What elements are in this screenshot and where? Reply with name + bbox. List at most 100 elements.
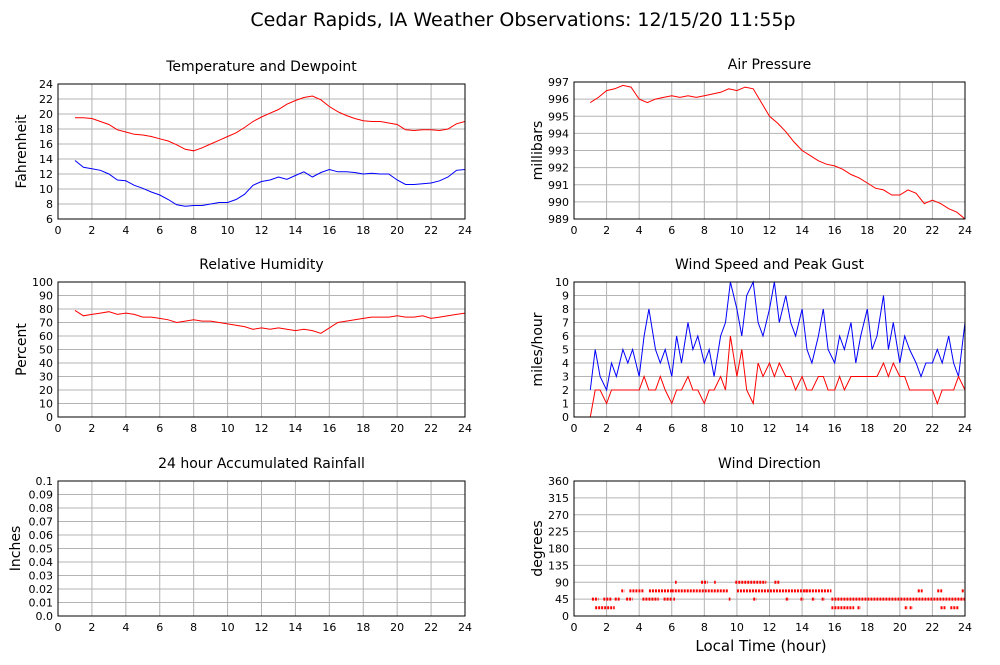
y-tick-label: 0 xyxy=(562,411,569,424)
x-tick-label: 20 xyxy=(390,422,404,435)
x-tick-label: 16 xyxy=(322,224,336,237)
x-tick-label: 8 xyxy=(190,224,197,237)
y-tick-label: 10 xyxy=(39,183,53,196)
x-tick-label: 20 xyxy=(893,224,907,237)
x-tick-label: 6 xyxy=(156,621,163,634)
y-tick-label: 0.03 xyxy=(29,570,54,583)
x-tick-label: 18 xyxy=(860,422,874,435)
x-tick-label: 24 xyxy=(958,224,972,237)
chart-title: Temperature and Dewpoint xyxy=(165,59,357,75)
y-tick-label: 10 xyxy=(555,276,569,289)
y-tick-label: 989 xyxy=(548,213,569,226)
y-tick-label: 24 xyxy=(39,78,53,91)
y-tick-label: 270 xyxy=(548,509,569,522)
y-tick-label: 997 xyxy=(548,76,569,89)
x-tick-label: 14 xyxy=(288,422,302,435)
x-tick-label: 16 xyxy=(828,422,842,435)
y-tick-label: 994 xyxy=(548,127,569,140)
x-tick-label: 22 xyxy=(925,621,939,634)
x-tick-label: 4 xyxy=(122,422,129,435)
y-tick-label: 3 xyxy=(562,371,569,384)
x-tick-label: 10 xyxy=(221,422,235,435)
x-axis-label: Local Time (hour) xyxy=(695,637,826,655)
y-tick-label: 135 xyxy=(548,559,569,572)
x-tick-label: 4 xyxy=(636,621,643,634)
x-tick-label: 4 xyxy=(636,422,643,435)
y-tick-label: 993 xyxy=(548,145,569,158)
x-tick-label: 12 xyxy=(255,224,269,237)
x-tick-label: 6 xyxy=(668,422,675,435)
y-tick-label: 14 xyxy=(39,153,53,166)
x-tick-label: 16 xyxy=(828,621,842,634)
y-tick-label: 0.04 xyxy=(29,556,54,569)
x-tick-label: 8 xyxy=(701,224,708,237)
y-tick-label: 8 xyxy=(46,198,53,211)
chart-title: Wind Speed and Peak Gust xyxy=(675,257,864,273)
y-tick-label: 90 xyxy=(555,576,569,589)
x-tick-label: 2 xyxy=(603,621,610,634)
y-tick-label: 5 xyxy=(562,344,569,357)
chart-rh: 0 2 4 6 8 10 12 14 16 18 20 22 240102030405060708090… xyxy=(14,257,472,435)
x-tick-label: 22 xyxy=(925,224,939,237)
y-tick-label: 180 xyxy=(548,543,569,556)
y-tick-label: 315 xyxy=(548,492,569,505)
chart-temp: 0 2 4 6 8 10 12 14 16 18 20 22 24681012141618202224T… xyxy=(14,59,472,237)
y-tick-label: 0.1 xyxy=(36,475,54,488)
series-line-0 xyxy=(590,84,966,220)
y-tick-label: 225 xyxy=(548,526,569,539)
x-tick-label: 4 xyxy=(122,621,129,634)
y-tick-label: 45 xyxy=(555,593,569,606)
page-title: Cedar Rapids, IA Weather Observations: 1… xyxy=(250,9,795,31)
chart-rain: 0 2 4 6 8 10 12 14 16 18 20 22 240.00.010.020.030.04… xyxy=(8,456,472,634)
chart-title: Air Pressure xyxy=(728,57,811,73)
plot-frame xyxy=(573,81,966,220)
y-tick-label: 16 xyxy=(39,138,53,151)
x-tick-label: 14 xyxy=(795,224,809,237)
x-tick-label: 18 xyxy=(860,224,874,237)
series-line-0 xyxy=(75,95,466,152)
x-tick-label: 2 xyxy=(603,422,610,435)
x-tick-label: 6 xyxy=(156,224,163,237)
y-tick-label: 0.05 xyxy=(29,543,54,556)
y-tick-label: 80 xyxy=(39,303,53,316)
x-tick-label: 24 xyxy=(458,422,472,435)
x-tick-label: 10 xyxy=(221,621,235,634)
y-tick-label: 100 xyxy=(32,276,53,289)
x-tick-label: 10 xyxy=(730,224,744,237)
y-tick-label: 0.01 xyxy=(29,597,54,610)
y-axis-label: Percent xyxy=(14,323,30,376)
x-tick-label: 0 xyxy=(571,621,578,634)
y-axis-label: miles/hour xyxy=(530,312,546,386)
x-tick-label: 0 xyxy=(571,224,578,237)
y-tick-label: 996 xyxy=(548,93,569,106)
y-tick-label: 22 xyxy=(39,93,53,106)
x-tick-label: 20 xyxy=(390,621,404,634)
y-axis-label: Inches xyxy=(8,526,24,571)
x-tick-label: 18 xyxy=(356,621,370,634)
x-tick-label: 18 xyxy=(860,621,874,634)
x-tick-label: 22 xyxy=(925,422,939,435)
x-tick-label: 2 xyxy=(88,224,95,237)
x-tick-label: 6 xyxy=(668,224,675,237)
x-tick-label: 16 xyxy=(828,224,842,237)
y-tick-label: 30 xyxy=(39,371,53,384)
x-tick-label: 10 xyxy=(730,621,744,634)
chart-pressure: 0 2 4 6 8 10 12 14 16 18 20 22 249899909919929939949… xyxy=(530,57,972,237)
chart-direction: 0 2 4 6 8 10 12 14 16 18 20 22 240459013518022527031… xyxy=(530,456,972,634)
plot-frame xyxy=(57,281,466,418)
y-tick-label: 0.08 xyxy=(29,502,54,515)
x-tick-label: 8 xyxy=(701,422,708,435)
x-tick-label: 0 xyxy=(55,224,62,237)
y-tick-label: 20 xyxy=(39,108,53,121)
y-tick-label: 360 xyxy=(548,475,569,488)
y-tick-label: 992 xyxy=(548,162,569,175)
x-tick-label: 20 xyxy=(893,422,907,435)
y-tick-label: 8 xyxy=(562,303,569,316)
y-tick-label: 990 xyxy=(548,196,569,209)
x-tick-label: 18 xyxy=(356,422,370,435)
x-tick-label: 16 xyxy=(322,621,336,634)
series-line-0 xyxy=(589,280,966,392)
x-tick-label: 8 xyxy=(190,621,197,634)
